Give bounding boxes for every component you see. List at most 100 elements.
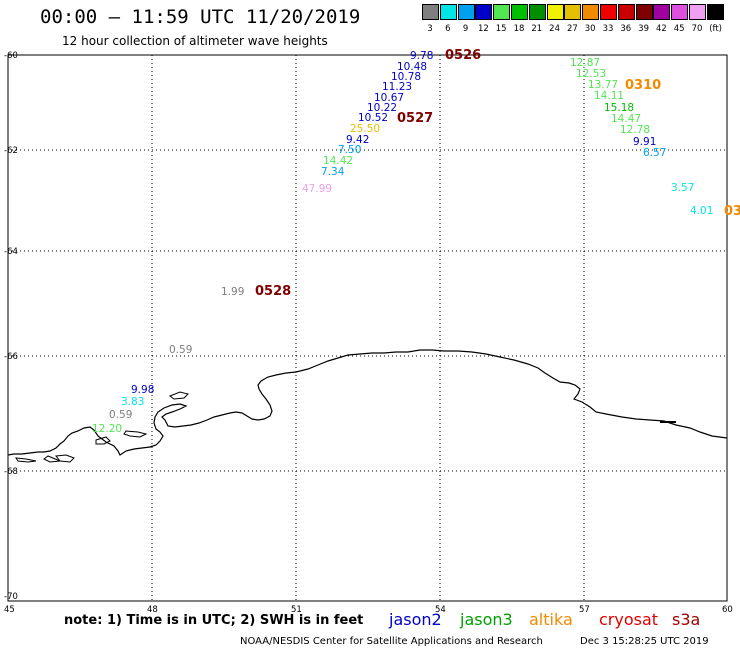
color-scale-label: 33 [602,24,614,34]
wave-height-label: 14.47 [611,113,642,125]
coastline-island [43,455,61,463]
wave-height-label: 15.18 [604,102,635,114]
lat-label: -70 [4,592,18,602]
wave-height-label: 13.77 [588,79,619,91]
wave-height-label: 10.22 [367,102,398,114]
color-scale-label: 6 [445,24,451,34]
lon-label: 51 [291,605,302,615]
color-scale-label: 15 [495,24,507,34]
color-scale-swatch [564,4,582,20]
color-scale-swatch [671,4,689,20]
wave-height-label: 47.99 [302,183,333,195]
color-scale-swatch [475,4,493,20]
credit-line: NOAA/NESDIS Center for Satellite Applica… [240,636,543,647]
wave-height-label: 10.48 [397,61,428,73]
color-scale-label: 3 [427,24,433,34]
color-scale-label: 36 [620,24,632,34]
lat-label: -66 [4,352,18,362]
wave-height-label: 7.50 [338,144,362,156]
lon-label: 45 [4,605,15,615]
color-scale-label: 24 [549,24,560,34]
color-scale-swatch [617,4,635,20]
color-scale-label: 18 [513,24,525,34]
color-scale-swatch [422,4,439,20]
satellite-legend-jason2: jason2 [389,610,442,629]
wave-height-label: 9.78 [410,50,434,62]
lon-label: 54 [435,605,446,615]
wave-height-label: 12.87 [570,57,601,69]
satellite-legend-jason3: jason3 [460,610,513,629]
color-scale-swatch [582,4,600,20]
ice-shelf-fragment [14,457,37,463]
wave-height-label: 10.78 [391,71,422,83]
coastline-island [123,430,148,438]
wave-height-label: 10.67 [374,92,405,104]
wave-height-label: 9.42 [346,134,370,146]
color-scale-label: 39 [638,24,649,34]
wave-height-label: 10.52 [358,112,389,124]
wave-height-label: 4.01 [690,205,714,217]
pass-time-label: 0528 [255,284,292,299]
coastline-island [55,454,75,463]
footer-note: note: 1) Time is in UTC; 2) SWH is in fe… [64,613,364,628]
pass-time-label: 0526 [445,48,482,63]
color-scale-label: 70 [691,24,703,34]
wave-height-label: 12.20 [92,423,123,435]
wave-height-label: 11.23 [382,81,413,93]
lat-label: -64 [4,247,18,257]
color-scale-swatch [528,4,546,20]
wave-height-label: 3.83 [121,396,145,408]
color-scale-swatch [689,4,706,20]
lat-label: -68 [4,467,18,477]
map-title: 00:00 – 11:59 UTC 11/20/2019 [40,6,361,28]
wave-height-label: 14.42 [323,155,354,167]
wave-height-label: 9.98 [131,384,155,396]
wave-height-label: 14.11 [594,90,625,102]
pass-time-label: 03 [724,204,740,219]
color-scale-label: 21 [531,24,543,34]
coastline-island [168,391,189,400]
wave-height-label: 3.57 [671,182,695,194]
color-scale-swatch [493,4,511,20]
lon-label: 60 [722,605,733,615]
wave-height-label: 0.59 [109,409,133,421]
color-scale-swatch [457,4,475,20]
pass-time-label: 0527 [397,111,434,126]
color-scale-swatch [439,4,457,20]
color-scale-label: 27 [566,24,578,34]
color-scale-label: 42 [655,24,667,34]
lat-label: -60 [4,51,18,61]
color-scale-swatch [546,4,564,20]
color-scale-swatch [706,4,724,20]
wave-height-label: 25.50 [350,123,381,135]
color-scale-swatch [653,4,671,20]
antarctic-coastline [7,349,728,456]
generated-timestamp: Dec 3 15:28:25 UTC 2019 [580,636,709,647]
graticule [8,55,727,601]
color-scale-label: 12 [477,24,489,34]
lon-label: 48 [147,605,158,615]
wave-height-label: 6.57 [643,147,667,159]
satellite-legend-cryosat: cryosat [599,610,659,629]
color-scale-swatch [635,4,653,20]
wave-height-label: 0.59 [169,344,193,356]
color-scale-label: 45 [673,24,685,34]
lon-label: 57 [579,605,590,615]
satellite-legend-s3a: s3a [672,610,701,629]
wave-height-label: 9.91 [633,136,657,148]
wave-height-label: 12.53 [576,68,607,80]
color-scale-label: 9 [462,24,469,34]
lat-label: -62 [4,146,18,156]
color-scale-swatch [600,4,617,20]
wave-height-label: 12.78 [620,124,651,136]
color-scale-unit: (ft) [709,24,722,34]
coastline-island [95,436,111,445]
satellite-legend-altika: altika [529,610,573,629]
map-subtitle: 12 hour collection of altimeter wave hei… [62,34,328,48]
pass-time-label: 0310 [625,78,662,93]
map-frame [7,54,728,602]
color-scale-swatch [511,4,528,20]
color-scale-label: 30 [584,24,596,34]
wave-height-label: 1.99 [221,286,245,298]
